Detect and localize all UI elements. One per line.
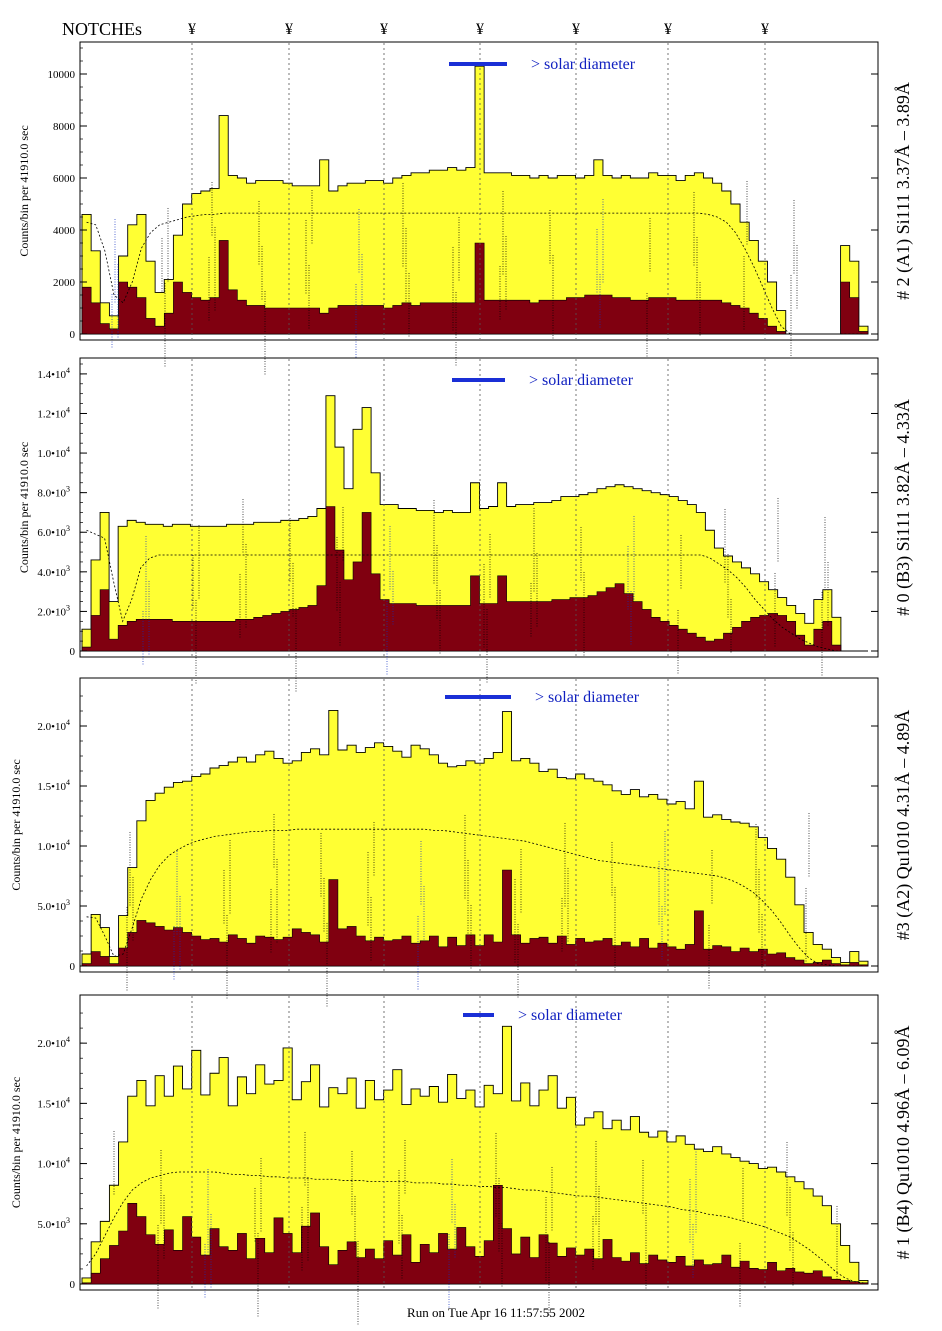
plot-frame (79, 357, 879, 658)
solar-diameter-label: > solar diameter (531, 56, 636, 73)
line-counts-area (81, 869, 869, 967)
y-tick-label: 0 (70, 329, 76, 341)
y-axis-label: Counts/bin per 41910.0 sec (9, 1077, 23, 1208)
chart-panel: > solar diameter 0 2000 4000 6000 8000 10000 Co… (17, 41, 914, 376)
panel-label: # 2 (A1) Si111 3.37Å – 3.89Å (893, 82, 914, 300)
notch-marker: ¥ (476, 21, 484, 38)
y-tick-label: 8.0•103 (37, 485, 70, 500)
chart-panel: > solar diameter 0 2.0•103 4.0•103 6.0•103 8.… (17, 357, 914, 693)
y-tick-label: 0 (70, 961, 76, 973)
notch-marker: ¥ (664, 21, 672, 38)
panels: > solar diameter 0 2000 4000 6000 8000 10000 Co… (9, 41, 914, 1326)
solar-diameter-label: > solar diameter (529, 372, 634, 389)
solar-diameter-label: > solar diameter (518, 1007, 623, 1024)
model-curve (86, 828, 864, 967)
model-curve (86, 1171, 864, 1284)
panel-label: # 1 (B4) Qu1010 4.96Å – 6.09Å (893, 1026, 914, 1260)
y-tick-label: 1.0•104 (37, 838, 70, 853)
panel-label: # 0 (B3) Si111 3.82Å – 4.33Å (893, 399, 914, 616)
y-tick-label: 1.5•104 (37, 778, 70, 793)
y-tick-label: 0 (70, 646, 76, 658)
run-timestamp: Run on Tue Apr 16 11:57:55 2002 (407, 1305, 585, 1320)
y-axis-label: Counts/bin per 41910.0 sec (17, 125, 31, 256)
y-tick-label: 6000 (53, 173, 76, 185)
y-tick-label: 4.0•103 (37, 564, 70, 579)
total-counts-area (81, 709, 869, 967)
y-tick-label: 4000 (53, 225, 76, 237)
y-tick-label: 8000 (53, 121, 76, 133)
solar-diameter-label: > solar diameter (535, 689, 640, 706)
y-tick-label: 2000 (53, 277, 76, 289)
notch-marks: ¥ ¥ ¥ ¥ ¥ ¥ ¥ (188, 21, 769, 38)
notch-marker: ¥ (380, 21, 388, 38)
plot-frame (79, 994, 879, 1291)
chart-panel: > solar diameter 0 5.0•103 1.0•104 1.5•104 2.… (9, 994, 914, 1326)
notch-marker: ¥ (572, 21, 580, 38)
y-axis-label: Counts/bin per 41910.0 sec (9, 759, 23, 890)
panel-label: #3 (A2) Qu1010 4.31Å – 4.89Å (893, 710, 914, 940)
total-counts-area (81, 395, 868, 652)
y-tick-label: 1.4•104 (37, 366, 70, 381)
y-tick-label: 5.0•103 (37, 1216, 70, 1231)
y-tick-label: 2.0•104 (37, 718, 70, 733)
y-tick-label: 6.0•103 (37, 524, 70, 539)
chart-panel: > solar diameter 0 5.0•103 1.0•104 1.5•104 2.… (9, 677, 914, 1008)
y-tick-label: 1.0•104 (37, 445, 70, 460)
y-axis-label: Counts/bin per 41910.0 sec (17, 442, 31, 573)
line-counts-area (81, 240, 869, 335)
model-curve (86, 529, 864, 652)
notch-marker: ¥ (761, 21, 769, 38)
line-counts-area (81, 506, 868, 652)
notches-label: NOTCHEs (62, 19, 142, 39)
notch-marker: ¥ (285, 21, 293, 38)
y-tick-label: 1.2•104 (37, 405, 70, 420)
y-tick-label: 10000 (48, 69, 76, 81)
y-tick-label: 1.0•104 (37, 1156, 70, 1171)
notch-marker: ¥ (188, 21, 196, 38)
y-tick-label: 0 (70, 1279, 76, 1291)
plot-frame (79, 677, 879, 973)
y-tick-label: 2.0•104 (37, 1035, 70, 1050)
total-counts-area (81, 65, 869, 335)
y-tick-label: 5.0•103 (37, 898, 70, 913)
y-tick-label: 2.0•103 (37, 603, 70, 618)
y-tick-label: 1.5•104 (37, 1095, 70, 1110)
